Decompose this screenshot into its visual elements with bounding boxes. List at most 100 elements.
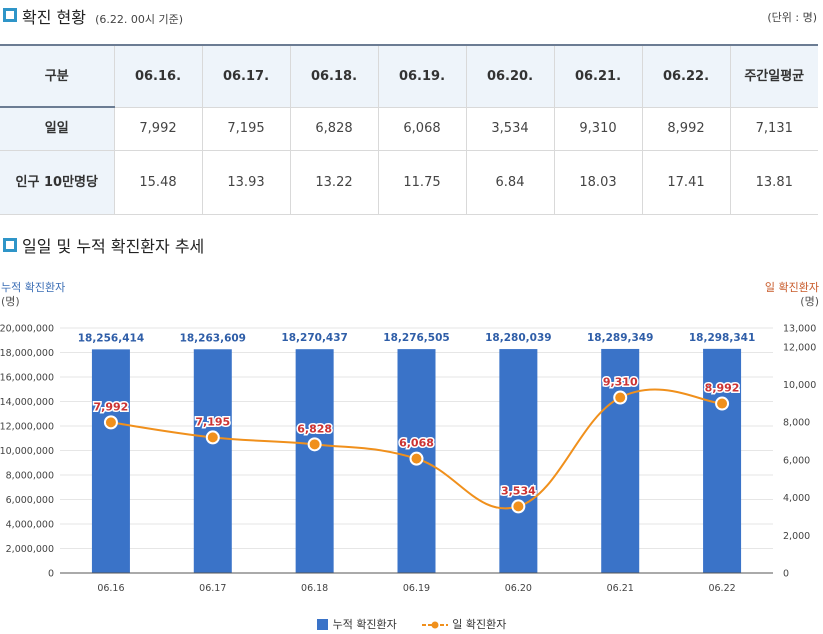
x-tick-label: 06.22 — [708, 583, 735, 594]
table-cell: 7,131 — [729, 106, 818, 151]
right-axis-title-text: 일 확진환자 — [764, 281, 819, 294]
left-tick-label: 18,000,000 — [0, 348, 54, 359]
right-tick-label: 13,000 — [783, 324, 816, 335]
daily-point-label: 7,992 — [94, 400, 129, 413]
table-cell: 13.81 — [729, 149, 818, 215]
left-tick-label: 14,000,000 — [0, 397, 54, 408]
left-tick-label: 10,000,000 — [0, 446, 54, 457]
right-tick-label: 10,000 — [783, 380, 816, 391]
trend-title: 일일 및 누적 확진환자 추세 — [22, 237, 205, 256]
cumulative-bar — [601, 348, 640, 573]
legend-bar-swatch — [316, 618, 328, 630]
left-axis-title: 누적 확진환자 (명) — [1, 281, 65, 309]
daily-point-label: 9,310 — [603, 376, 638, 389]
daily-point-label: 6,068 — [399, 437, 434, 450]
daily-point — [409, 451, 424, 466]
x-tick-label: 06.17 — [199, 583, 226, 594]
right-axis-unit: (명) — [800, 295, 819, 308]
status-title: 확진 현황 (6.22. 00시 기준) — [22, 4, 183, 28]
daily-point — [715, 396, 730, 411]
right-tick-label: 0 — [783, 569, 789, 580]
table-cell: 7,195 — [201, 106, 290, 151]
x-tick-label: 06.18 — [301, 583, 328, 594]
table-row: 인구 10만명당 15.48 13.93 13.22 11.75 6.84 18… — [0, 149, 818, 215]
daily-point-label: 8,992 — [705, 382, 740, 395]
left-tick-label: 20,000,000 — [0, 324, 54, 335]
left-tick-label: 0 — [48, 569, 54, 580]
cumulative-bar — [295, 349, 334, 573]
table-header-row: 구분 06.16. 06.17. 06.18. 06.19. 06.20. 06… — [0, 44, 818, 108]
column-header: 06.17. — [201, 44, 290, 108]
table-cell: 6,828 — [289, 106, 378, 151]
cumulative-bar-label: 18,263,609 — [180, 332, 246, 344]
cumulative-bar-label: 18,270,437 — [281, 332, 347, 344]
cumulative-bar — [397, 349, 436, 573]
legend-line-label: 일 확진환자 — [452, 618, 507, 631]
status-subtitle: (6.22. 00시 기준) — [95, 13, 183, 26]
column-header: 06.20. — [465, 44, 554, 108]
left-tick-label: 16,000,000 — [0, 373, 54, 384]
column-header: 주간일평균 — [729, 44, 818, 108]
left-tick-label: 12,000,000 — [0, 422, 54, 433]
cumulative-bar — [703, 348, 742, 573]
daily-point — [307, 437, 322, 452]
status-title-text: 확진 현황 — [22, 8, 86, 27]
cumulative-bar-label: 18,276,505 — [383, 332, 449, 344]
cumulative-bar — [193, 349, 232, 573]
right-tick-label: 8,000 — [783, 418, 810, 429]
table-row: 일일 7,992 7,195 6,828 6,068 3,534 9,310 8… — [0, 106, 818, 151]
x-tick-label: 06.21 — [607, 583, 634, 594]
table-cell: 9,310 — [553, 106, 642, 151]
unit-label: (단위 : 명) — [767, 11, 817, 24]
daily-point-label: 3,534 — [501, 484, 536, 497]
daily-point-label: 7,195 — [195, 415, 230, 428]
left-tick-label: 2,000,000 — [6, 544, 54, 555]
daily-line — [110, 388, 723, 510]
left-tick-label: 6,000,000 — [6, 495, 54, 506]
right-axis-title: 일 확진환자 (명) — [765, 281, 819, 309]
table-cell: 13.22 — [289, 149, 378, 215]
row-label: 일일 — [0, 106, 114, 151]
column-header: 06.19. — [377, 44, 466, 108]
left-tick-label: 4,000,000 — [6, 520, 54, 531]
cumulative-bar — [91, 349, 130, 573]
section-icon — [3, 238, 17, 252]
table-cell: 18.03 — [553, 149, 642, 215]
left-axis-title-text: 누적 확진환자 — [1, 281, 66, 294]
right-tick-label: 4,000 — [783, 493, 810, 504]
table-cell: 8,992 — [641, 106, 730, 151]
x-tick-label: 06.19 — [403, 583, 430, 594]
x-tick-label: 06.16 — [97, 583, 124, 594]
right-tick-label: 6,000 — [783, 455, 810, 466]
cumulative-bar-label: 18,298,341 — [689, 332, 755, 344]
cumulative-bar-label: 18,289,349 — [587, 332, 653, 344]
chart-legend: 누적 확진환자 일 확진환자 — [0, 616, 823, 632]
table-cell: 3,534 — [465, 106, 554, 151]
column-header: 06.22. — [641, 44, 730, 108]
left-tick-label: 8,000,000 — [6, 471, 54, 482]
column-header: 06.21. — [553, 44, 642, 108]
row-label: 인구 10만명당 — [0, 149, 114, 215]
status-table: 구분 06.16. 06.17. 06.18. 06.19. 06.20. 06… — [0, 44, 818, 215]
table-cell: 15.48 — [113, 149, 202, 215]
daily-point-label: 6,828 — [297, 422, 332, 435]
right-tick-label: 12,000 — [783, 342, 816, 353]
daily-point — [613, 390, 628, 405]
section-icon — [3, 8, 17, 22]
table-cell: 11.75 — [377, 149, 466, 215]
cumulative-bar-label: 18,256,414 — [78, 332, 144, 344]
legend-line-swatch — [422, 618, 449, 631]
cumulative-bar — [499, 349, 538, 573]
cumulative-bar-label: 18,280,039 — [485, 332, 551, 344]
legend-bar-label: 누적 확진환자 — [332, 618, 397, 631]
header-label: 구분 — [0, 44, 114, 108]
table-cell: 17.41 — [641, 149, 730, 215]
right-tick-label: 2,000 — [783, 531, 810, 542]
x-tick-label: 06.20 — [505, 583, 532, 594]
left-axis-unit: (명) — [1, 295, 20, 308]
daily-point — [103, 415, 118, 430]
daily-point — [511, 499, 526, 514]
table-cell: 7,992 — [113, 106, 202, 151]
table-cell: 6,068 — [377, 106, 466, 151]
column-header: 06.18. — [289, 44, 378, 108]
